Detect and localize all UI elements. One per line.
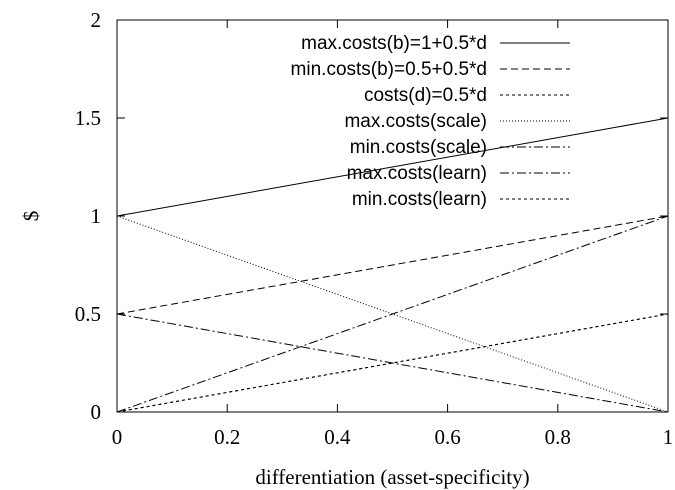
legend-item: max.costs(learn): [347, 163, 570, 184]
x-tick-label: 0.4: [324, 425, 351, 449]
y-tick-label: 0: [91, 400, 102, 424]
axis-ticks: 0 0.2 0.4 0.6 0.8 1 0 0.5 1 1.5 2: [75, 8, 674, 449]
legend-label: min.costs(learn): [352, 189, 487, 210]
x-tick-label: 0: [112, 425, 123, 449]
legend: max.costs(b)=1+0.5*d min.costs(b)=0.5+0.5…: [291, 33, 570, 210]
legend-label: min.costs(scale): [350, 137, 487, 158]
legend-label: max.costs(b)=1+0.5*d: [301, 33, 487, 54]
series-line-2: [116, 215, 669, 315]
x-tick-label: 0.2: [214, 425, 240, 449]
y-tick-label: 0.5: [75, 302, 101, 326]
legend-item: min.costs(learn): [352, 189, 570, 210]
series-line-5: [116, 313, 669, 413]
legend-label: costs(d)=0.5*d: [364, 85, 487, 106]
y-tick-label: 1.5: [75, 106, 101, 130]
series-lines: [116, 117, 669, 413]
legend-item: min.costs(scale): [350, 137, 570, 158]
x-axis-title: differentiation (asset-specificity): [255, 465, 529, 489]
x-tick-label: 1: [663, 425, 674, 449]
y-axis-title: $: [19, 211, 43, 222]
legend-item: max.costs(b)=1+0.5*d: [301, 33, 570, 54]
legend-label: min.costs(b)=0.5+0.5*d: [291, 59, 487, 80]
legend-item: min.costs(b)=0.5+0.5*d: [291, 59, 570, 80]
y-tick-label: 1: [91, 204, 102, 228]
legend-label: max.costs(scale): [344, 111, 487, 132]
x-tick-label: 0.6: [434, 425, 460, 449]
legend-item: costs(d)=0.5*d: [364, 85, 570, 106]
x-tick-label: 0.8: [545, 425, 571, 449]
legend-item: max.costs(scale): [344, 111, 570, 132]
y-tick-label: 2: [91, 8, 102, 32]
legend-label: max.costs(learn): [347, 163, 487, 184]
series-line-6: [116, 215, 669, 413]
series-line-1: [116, 117, 669, 217]
